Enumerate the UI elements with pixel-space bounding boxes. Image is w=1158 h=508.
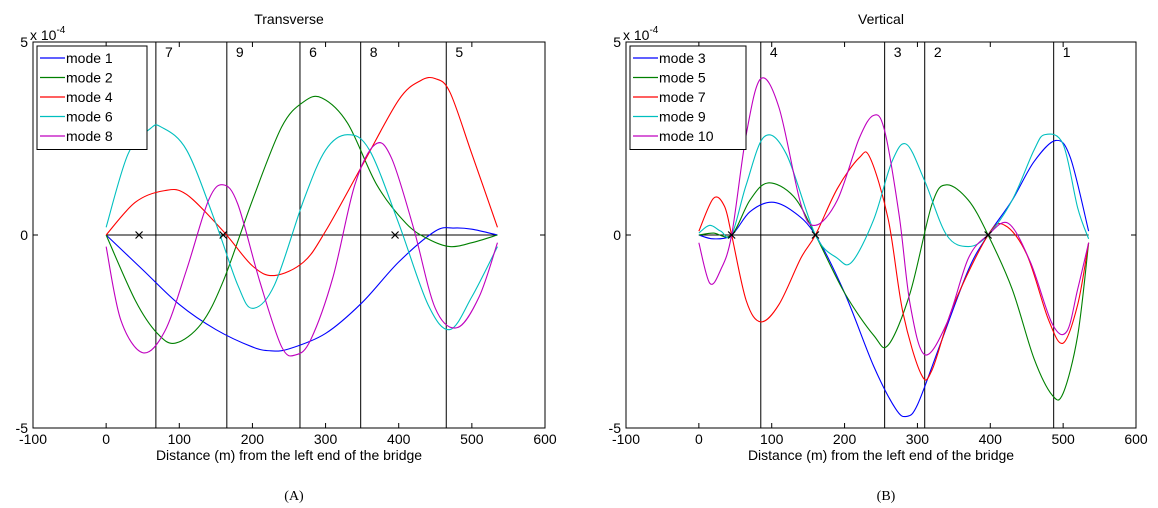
x-tick-label: 500 — [460, 431, 484, 447]
legend-entry: mode 10 — [659, 128, 714, 144]
y-multiplier-base: x 10 — [30, 27, 57, 43]
series-group — [105, 76, 498, 357]
panel-label: (A) — [284, 489, 304, 504]
node-marker — [727, 231, 736, 239]
series-line-mode-4 — [105, 76, 498, 277]
series-line-mode-3 — [698, 139, 1090, 418]
node-marker — [984, 231, 993, 239]
x-tick-label: 100 — [168, 431, 192, 447]
x-tick-label: -100 — [612, 431, 640, 447]
legend-entry: mode 2 — [66, 70, 113, 86]
chart-title: Vertical — [858, 11, 904, 27]
series-line-mode-8 — [105, 142, 498, 357]
legend: mode 1 mode 2 mode 4 mode 6 mode 8 — [36, 45, 148, 150]
legend-box — [36, 45, 148, 150]
chart-panel-vertical: Vertical x 10-4 -100 0 100 200 300 400 500 600 -5 0… — [609, 11, 1148, 504]
node-marker — [391, 231, 399, 239]
y-tick-label: 0 — [613, 227, 621, 243]
legend-entry: mode 8 — [66, 128, 113, 144]
legend: mode 3 mode 5 mode 7 mode 9 mode 10 — [629, 45, 747, 150]
x-axis-label: Distance (m) from the left end of the br… — [748, 447, 1014, 463]
section-line-label: 1 — [1063, 44, 1071, 60]
x-axis-label: Distance (m) from the left end of the br… — [156, 447, 422, 463]
section-line-label: 9 — [236, 44, 244, 60]
section-line-label: 2 — [934, 44, 942, 60]
series-line-mode-9 — [698, 133, 1090, 266]
series-group — [698, 77, 1090, 418]
section-line-label: 3 — [894, 44, 902, 60]
node-marker — [811, 231, 820, 239]
chart-panel-transverse: Transverse x 10-4 -100 0 100 200 300 400 500 600 -… — [16, 11, 557, 504]
legend-entry: mode 1 — [66, 50, 113, 66]
y-multiplier-label: x 10-4 — [623, 25, 659, 43]
y-multiplier-base: x 10 — [623, 27, 650, 43]
legend-entry: mode 7 — [659, 89, 706, 105]
x-tick-label: 100 — [760, 431, 784, 447]
x-tick-label: 0 — [695, 431, 703, 447]
x-tick-label: 600 — [1124, 431, 1148, 447]
y-multiplier-exponent: -4 — [649, 25, 658, 36]
legend-box — [629, 45, 747, 150]
y-tick-label: 5 — [613, 34, 621, 50]
x-tick-label: 600 — [533, 431, 557, 447]
y-tick-label: -5 — [609, 420, 622, 436]
x-tick-label: 400 — [979, 431, 1003, 447]
legend-entry: mode 5 — [659, 70, 706, 86]
legend-entry: mode 6 — [66, 109, 113, 125]
legend-entry: mode 9 — [659, 109, 706, 125]
section-line-label: 6 — [309, 44, 317, 60]
y-multiplier-label: x 10-4 — [30, 25, 66, 43]
x-tick-label: 400 — [387, 431, 411, 447]
x-tick-label: 200 — [833, 431, 857, 447]
y-multiplier-exponent: -4 — [56, 25, 65, 36]
series-line-mode-10 — [698, 77, 1090, 356]
x-tick-label: 300 — [314, 431, 338, 447]
section-line-label: 5 — [455, 44, 463, 60]
series-line-mode-5 — [698, 182, 1090, 401]
section-line-label: 8 — [370, 44, 378, 60]
y-tick-label: -5 — [16, 420, 29, 436]
section-line-label: 4 — [770, 44, 778, 60]
node-marker — [135, 231, 143, 239]
node-marker — [219, 231, 228, 239]
x-tick-label: -100 — [19, 431, 47, 447]
x-tick-label: 300 — [906, 431, 930, 447]
x-tick-label: 0 — [102, 431, 110, 447]
y-tick-label: 0 — [20, 227, 28, 243]
legend-entry: mode 3 — [659, 50, 706, 66]
series-line-mode-2 — [105, 95, 498, 344]
x-tick-label: 200 — [241, 431, 265, 447]
section-line-label: 7 — [165, 44, 173, 60]
series-line-mode-6 — [105, 124, 498, 331]
y-tick-label: 5 — [20, 34, 28, 50]
panel-label: (B) — [877, 489, 896, 504]
x-tick-label: 500 — [1051, 431, 1075, 447]
series-line-mode-1 — [105, 227, 498, 352]
chart-title: Transverse — [254, 11, 324, 27]
legend-entry: mode 4 — [66, 89, 113, 105]
